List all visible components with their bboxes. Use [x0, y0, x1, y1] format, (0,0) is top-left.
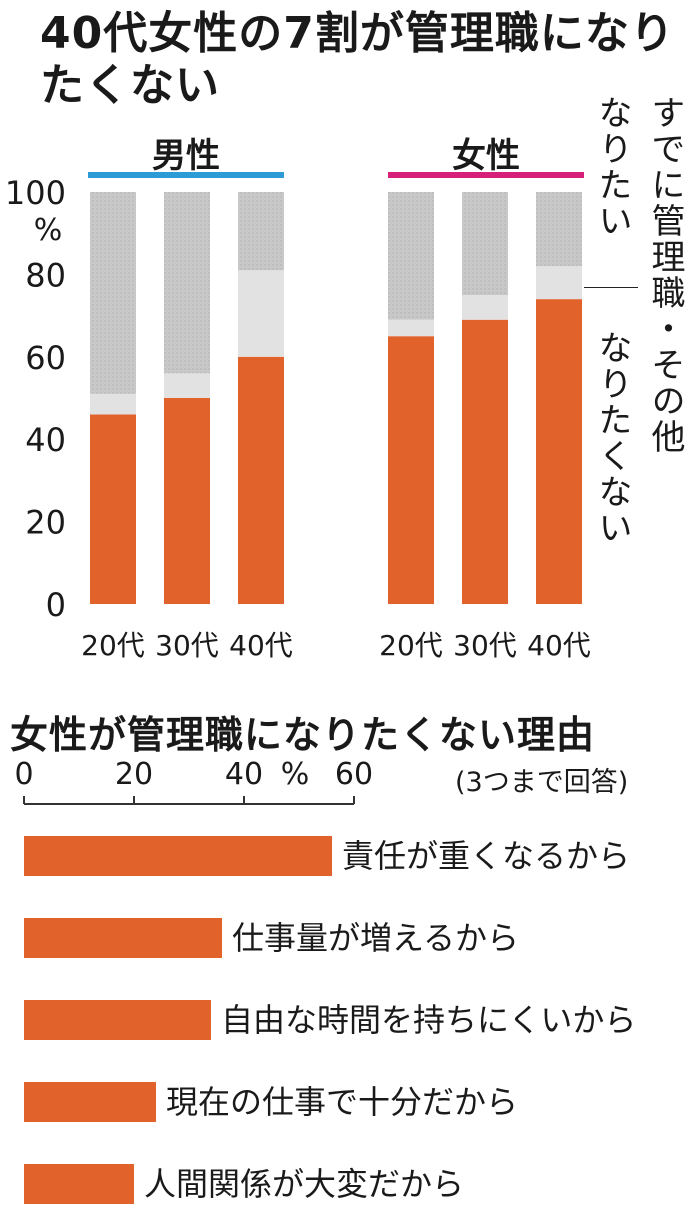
- bar-other: [536, 266, 582, 300]
- x-category-label: 20代: [81, 629, 145, 662]
- bar-other: [462, 295, 508, 320]
- bar-want: [536, 192, 582, 267]
- legend-label-dont-want: なりたくない: [592, 330, 632, 546]
- hbar-label: 責任が重くなるから: [342, 837, 630, 875]
- stacked-bar-chart: 100 80 60 40 20 0% 20代 30代 40代 20代 30代 40代: [5, 180, 591, 662]
- x-category-label: 20代: [379, 629, 443, 662]
- bar-want: [388, 192, 434, 320]
- horizontal-bar-chart: 0 20 40 60% 責任が重くなるから仕事量が増えるから自由な時間を持ちにくいから…: [14, 757, 636, 1204]
- hbar-label: 自由な時間を持ちにくいから: [221, 1001, 636, 1039]
- group-label-female: 女性: [452, 136, 520, 176]
- chart-title: 40代女性の7割が管理職になりたくない: [40, 8, 675, 111]
- y-tick-label: 60: [25, 339, 66, 377]
- y-axis-unit: %: [34, 213, 63, 248]
- bar-dont-want: [164, 398, 210, 604]
- x-category-label: 40代: [527, 629, 591, 662]
- hbar-label: 現在の仕事で十分だから: [166, 1083, 518, 1121]
- bar-dont-want: [388, 336, 434, 604]
- bar-dont-want: [238, 356, 284, 604]
- group-underline-male: [88, 172, 284, 178]
- bar-want: [164, 192, 210, 374]
- hbar: [24, 1164, 134, 1204]
- hbar: [24, 1000, 211, 1040]
- bar-other: [164, 373, 210, 398]
- y-tick-label: 80: [25, 256, 66, 294]
- x-category-label: 30代: [453, 629, 517, 662]
- hbar: [24, 1082, 156, 1122]
- group-underline-female: [388, 172, 584, 178]
- y-tick-label: 40: [25, 421, 66, 459]
- bar-dont-want: [536, 299, 582, 604]
- bar-want: [462, 192, 508, 295]
- y-tick-label: 100: [5, 180, 66, 212]
- hbar: [24, 918, 222, 958]
- x-tick-label: 0: [14, 757, 33, 792]
- hbar-label: 人間関係が大変だから: [144, 1165, 464, 1203]
- x-tick-label: 20: [115, 757, 153, 792]
- bar-other: [388, 319, 434, 337]
- bar-dont-want: [90, 414, 136, 604]
- bar-want: [238, 192, 284, 271]
- group-label-male: 男性: [152, 136, 220, 176]
- x-tick-label: 40: [225, 757, 263, 792]
- bar-want: [90, 192, 136, 394]
- x-tick-label: 60: [335, 757, 373, 792]
- legend-label-other: すでに管理職・その他: [645, 95, 685, 455]
- hbar-label: 仕事量が増えるから: [232, 919, 519, 957]
- x-category-label: 30代: [155, 629, 219, 662]
- bar-dont-want: [462, 319, 508, 604]
- hbar: [24, 836, 332, 876]
- legend-label-want: なりたい: [592, 95, 632, 239]
- bar-other: [90, 393, 136, 415]
- x-category-label: 40代: [229, 629, 293, 662]
- chart2-title: 女性が管理職になりたくない理由: [10, 713, 596, 757]
- x-axis-unit: %: [281, 757, 310, 792]
- bar-other: [238, 270, 284, 357]
- y-tick-label: 20: [25, 504, 66, 542]
- legend-leader-line: [584, 287, 638, 288]
- chart2-note: (3つまで回答): [455, 767, 629, 798]
- y-tick-label: 0: [46, 586, 66, 624]
